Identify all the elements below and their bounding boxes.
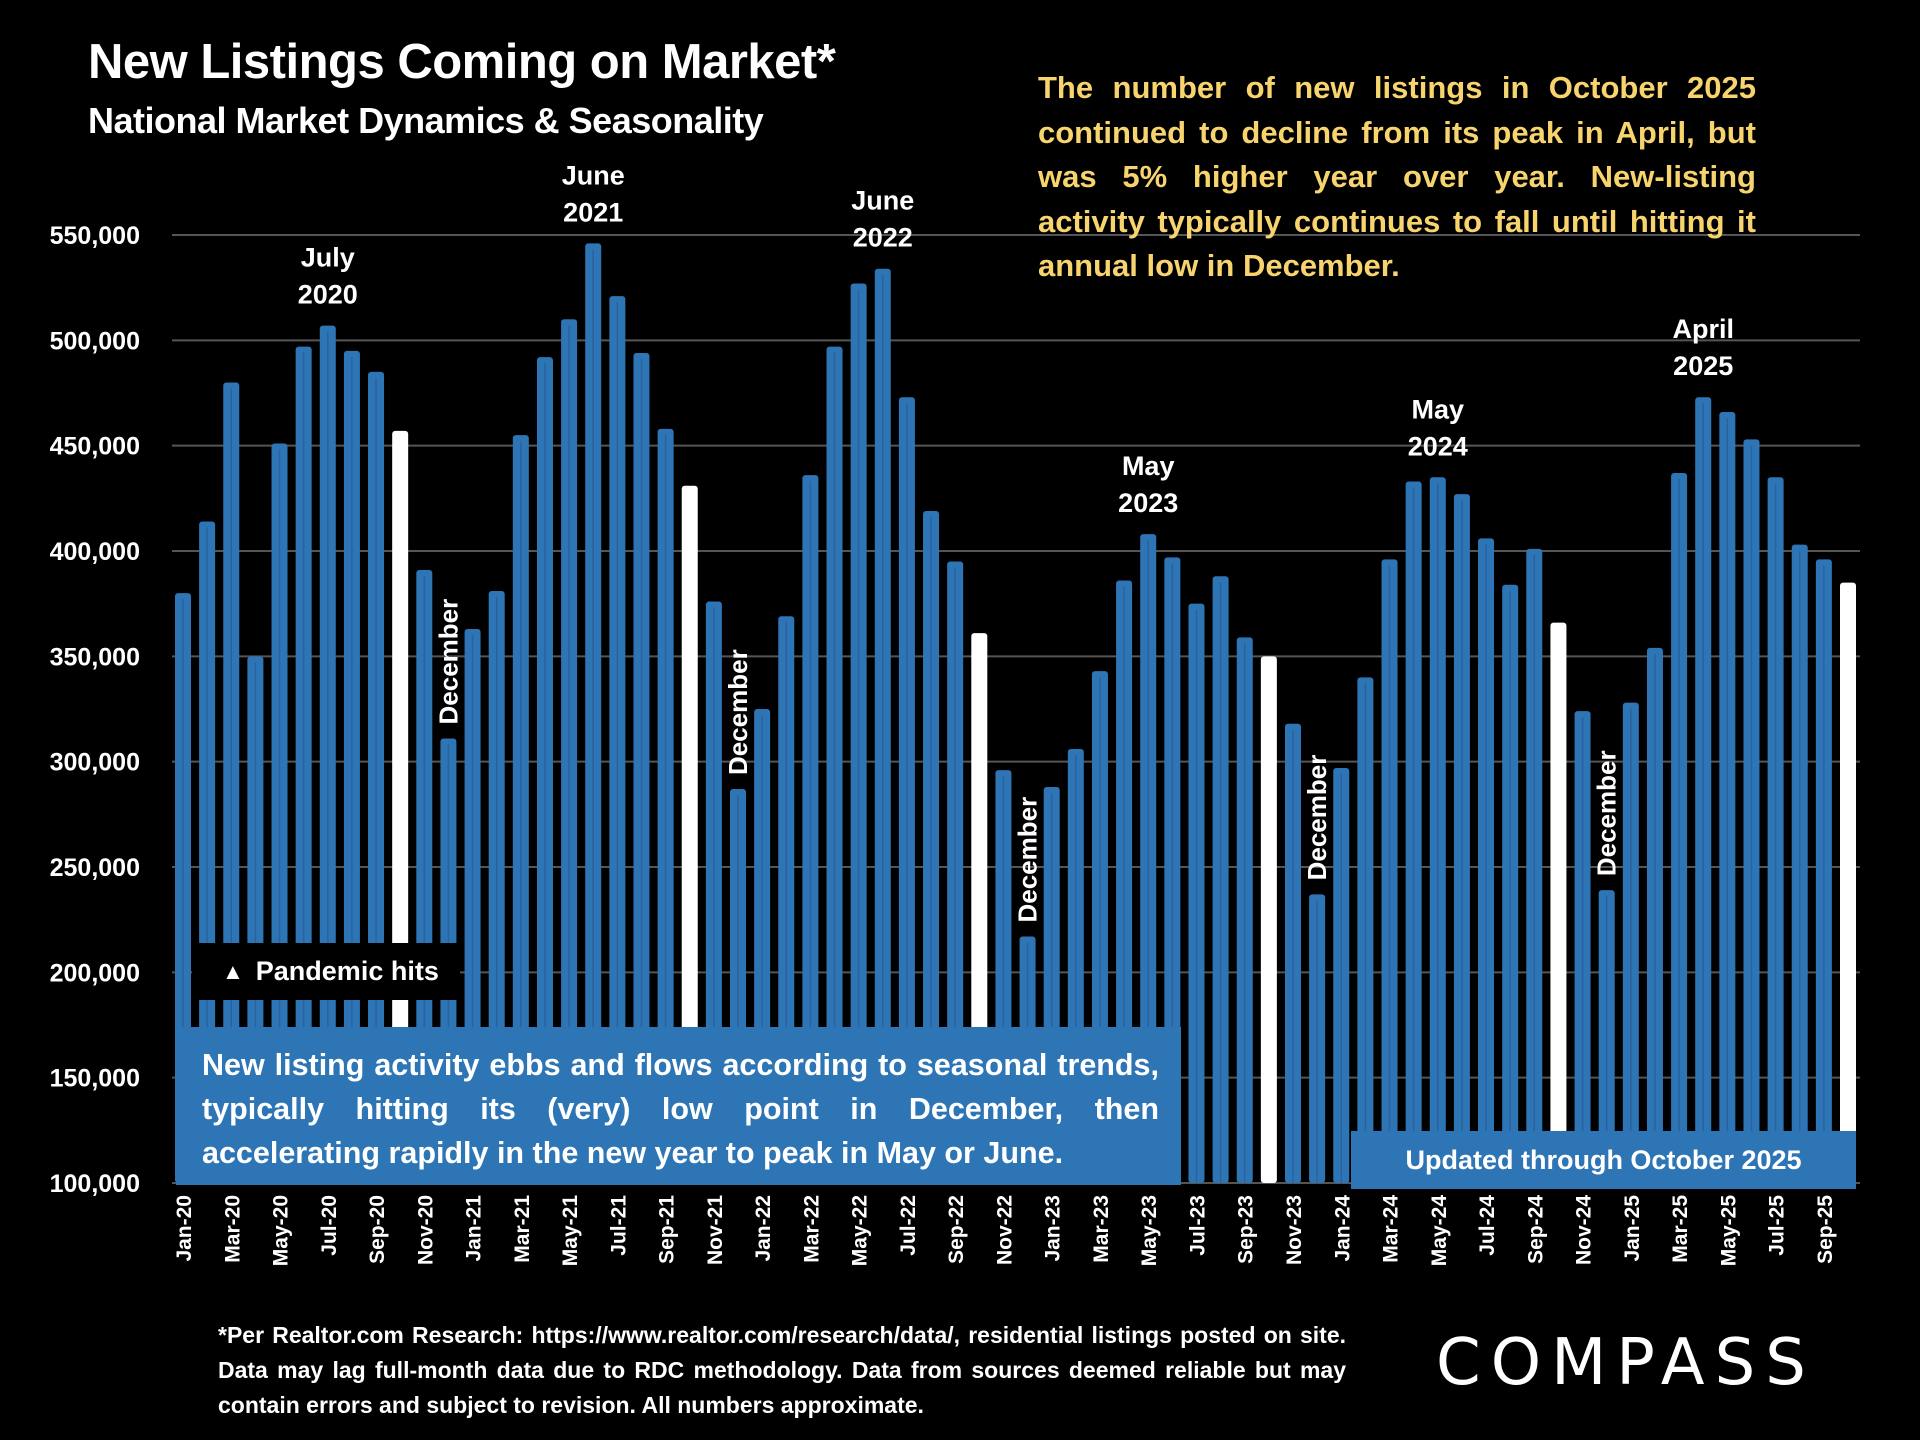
x-tick-label: Jul-21 [607,1195,630,1256]
footnote: *Per Realtor.com Research: https://www.r… [218,1322,1346,1418]
x-tick-label: Nov-24 [1573,1195,1596,1265]
peak-label-year: 2021 [563,197,623,227]
seasonal-note: New listing activity ebbs and flows acco… [176,1027,1181,1185]
x-tick-label: May-20 [270,1195,293,1266]
december-label: December [1013,797,1043,923]
y-tick-label: 400,000 [50,538,140,566]
y-tick-label: 450,000 [50,433,140,461]
x-tick-label: Nov-23 [1283,1195,1306,1265]
x-tick-label: Sep-21 [656,1195,679,1264]
x-tick-label: Jul-23 [1186,1195,1209,1256]
x-tick-label: Sep-22 [945,1195,968,1264]
x-tick-label: Jan-22 [752,1195,775,1262]
bar-highlight [1260,656,1277,1183]
updated-through-badge: Updated through October 2025 [1351,1131,1856,1189]
y-tick-label: 500,000 [50,327,140,355]
y-tick-label: 550,000 [50,222,140,250]
y-tick-label: 100,000 [50,1170,140,1198]
december-labels: December December December December December [433,599,1621,923]
y-axis-labels: 100,000 150,000 200,000 250,000 300,000 350,0… [50,222,140,1198]
peak-label-month: July [301,243,355,273]
december-label: December [433,599,463,725]
x-tick-label: Jan-20 [173,1195,196,1262]
peak-label-year: 2022 [853,223,913,253]
x-tick-label: Jul-25 [1766,1195,1789,1256]
x-tick-label: Jan-24 [1331,1195,1354,1262]
x-tick-label: Sep-25 [1814,1195,1837,1264]
bar-highlight [1550,622,1567,1183]
peak-label-month: June [562,160,625,190]
peak-label-month: May [1412,394,1465,424]
peak-label-year: 2025 [1673,351,1733,381]
compass-logo: COMPASS [1436,1326,1816,1400]
x-tick-label: Mar-23 [1090,1195,1113,1263]
x-tick-label: Mar-24 [1380,1195,1403,1263]
y-tick-label: 200,000 [50,959,140,987]
x-axis-labels: Jan-20 Mar-20 May-20 Jul-20 Sep-20 Nov-20 Jan-… [173,1195,1837,1267]
pandemic-label: Pandemic hits [255,956,439,986]
x-tick-label: Jan-25 [1621,1195,1644,1262]
december-label: December [1302,755,1332,881]
x-tick-label: Sep-23 [1235,1195,1258,1264]
x-tick-label: Sep-24 [1524,1195,1547,1264]
peak-label-month: May [1122,451,1175,481]
x-tick-label: Nov-20 [414,1195,437,1265]
chart-title: New Listings Coming on Market* [88,35,836,89]
x-tick-label: Jan-23 [1042,1195,1065,1262]
x-tick-label: Mar-21 [511,1195,534,1263]
y-tick-label: 350,000 [50,643,140,671]
x-tick-label: May-22 [849,1195,872,1266]
x-tick-label: Jul-22 [897,1195,920,1256]
december-label: December [723,649,753,775]
x-tick-label: Jan-21 [463,1195,486,1262]
x-tick-label: Mar-20 [221,1195,244,1263]
commentary-text: The number of new listings in October 20… [1038,70,1756,283]
x-tick-label: Nov-22 [993,1195,1016,1265]
x-tick-label: Mar-25 [1669,1195,1692,1263]
bar-highlight [1840,582,1856,1183]
x-tick-label: May-21 [559,1195,582,1267]
x-tick-label: May-25 [1717,1195,1740,1267]
peak-label-month: June [851,186,914,216]
y-tick-label: 150,000 [50,1065,140,1093]
x-tick-label: Mar-22 [800,1195,823,1263]
x-tick-label: May-23 [1138,1195,1161,1266]
bar-highlight [681,485,698,1183]
x-tick-label: Nov-21 [704,1195,727,1265]
x-tick-label: Jul-24 [1476,1195,1499,1256]
y-tick-label: 300,000 [50,749,140,777]
december-label: December [1592,750,1622,876]
up-triangle-icon: ▲ [222,958,244,984]
chart-subtitle: National Market Dynamics & Seasonality [88,100,764,141]
x-tick-label: Sep-20 [366,1195,389,1264]
peak-label-year: 2024 [1408,431,1468,461]
peak-label-month: April [1672,314,1734,344]
peak-label-year: 2020 [298,280,358,310]
x-tick-label: May-24 [1428,1195,1451,1267]
pandemic-annotation: ▲ Pandemic hits [192,943,460,1000]
y-tick-label: 250,000 [50,854,140,882]
peak-labels: July 2020 June 2021 June 2022 May 2023 May 2024 Ap… [298,160,1734,518]
x-tick-label: Jul-20 [318,1195,341,1256]
peak-label-year: 2023 [1118,488,1178,518]
